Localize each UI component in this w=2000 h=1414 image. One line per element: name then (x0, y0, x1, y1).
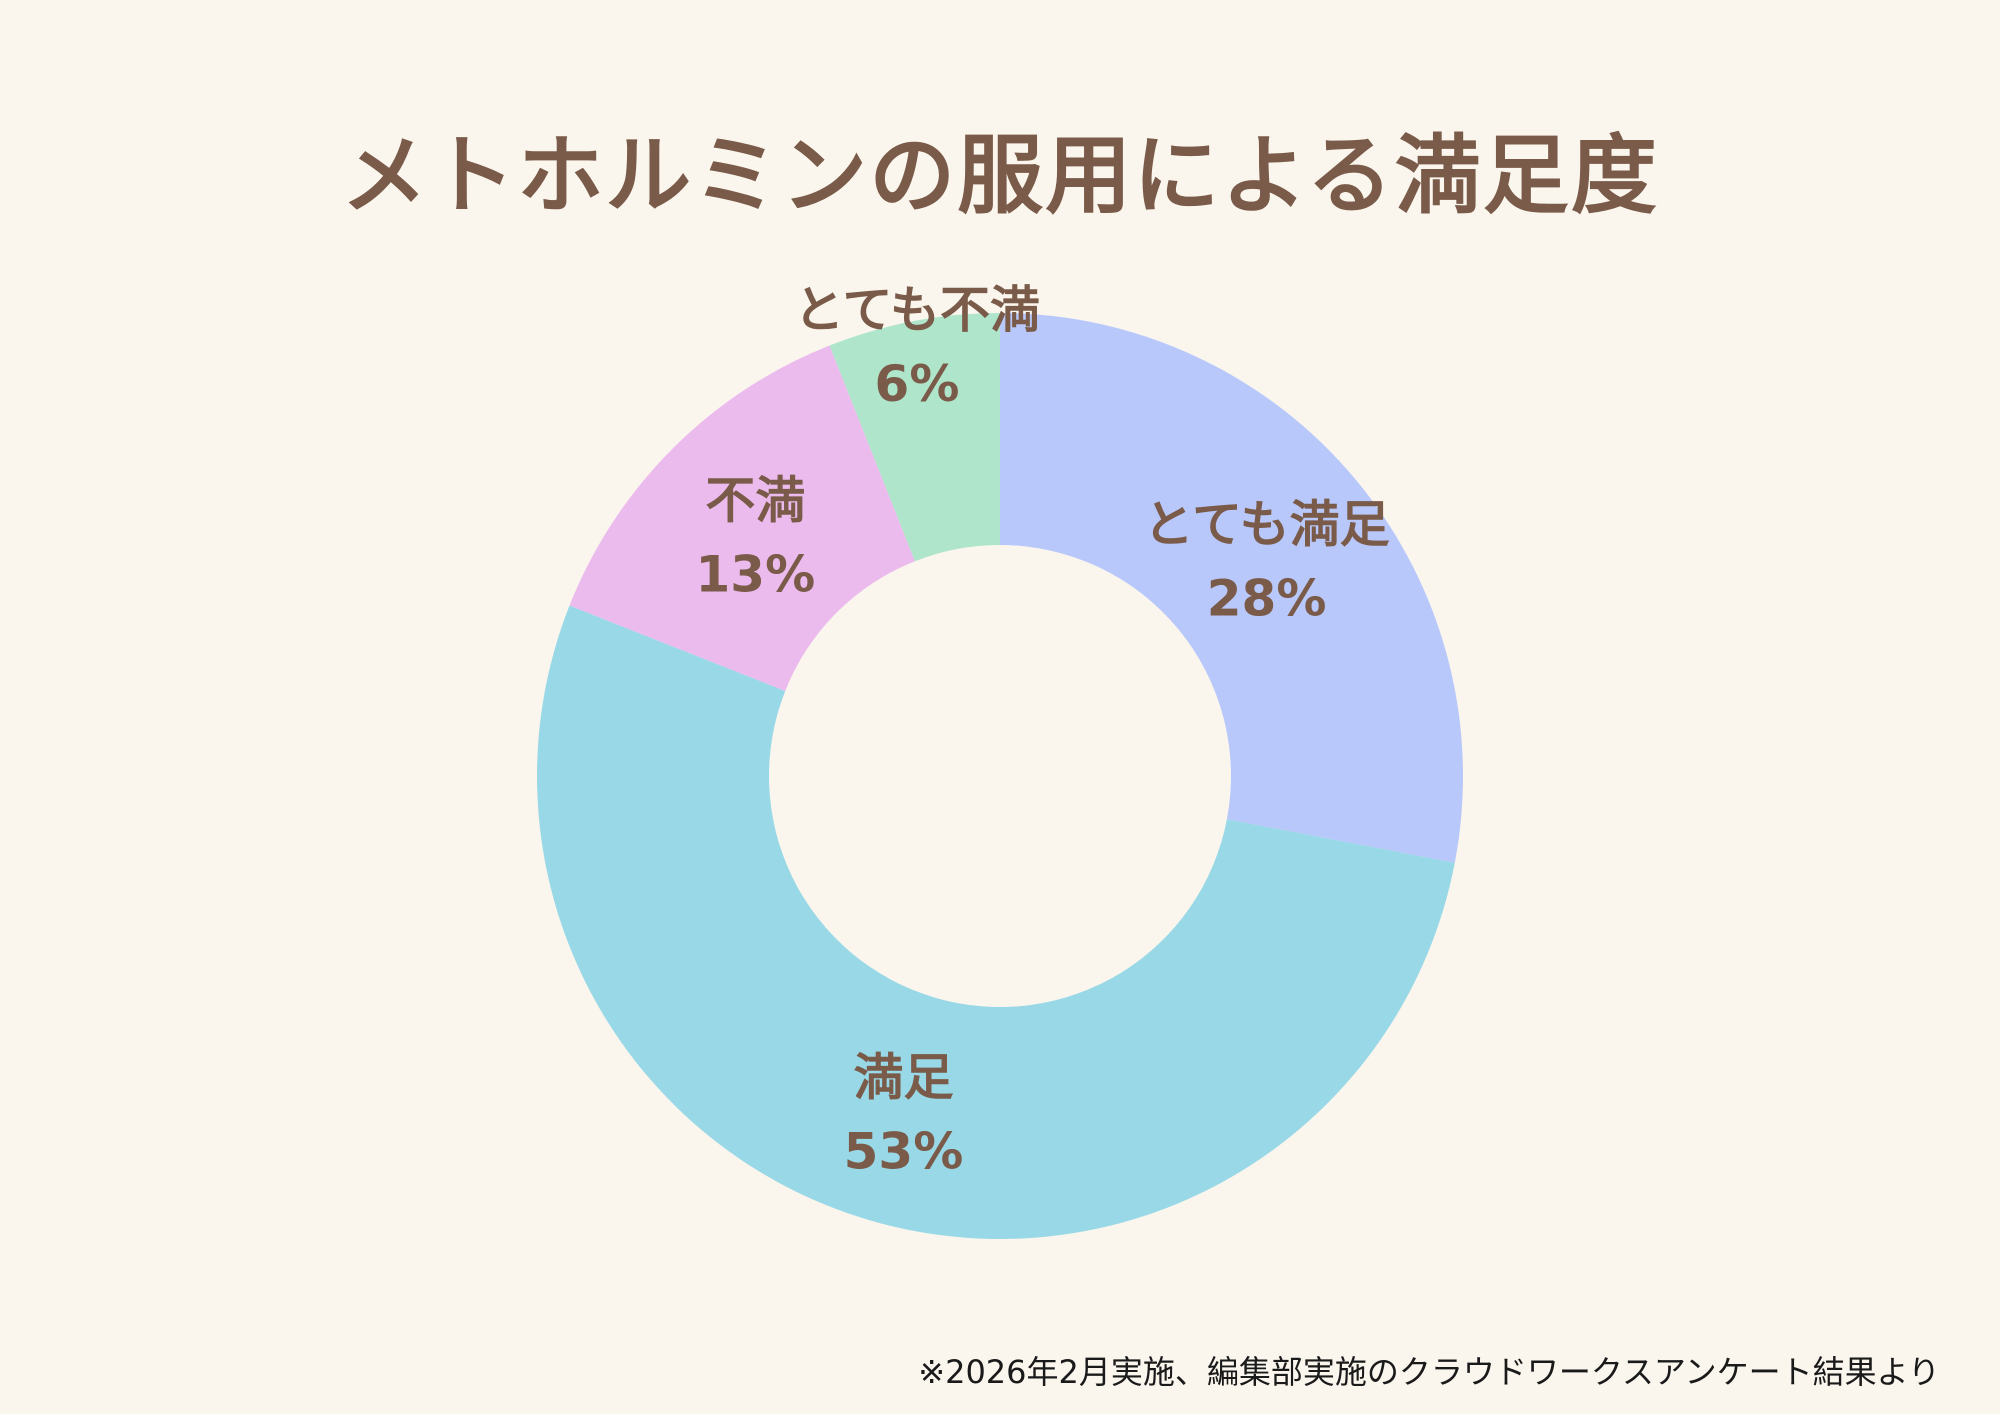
source-footnote: ※2026年2月実施、編集部実施のクラウドワークスアンケート結果より (918, 1353, 1940, 1391)
slice-value-1: 53% (844, 1122, 964, 1180)
slice-3 (829, 313, 1000, 562)
slice-1 (536, 605, 1455, 1240)
slice-value-0: 28% (1207, 569, 1327, 627)
slice-label-0: とても満足 (1144, 495, 1390, 553)
chart-title: メトホルミンの服用による満足度 (341, 126, 1659, 226)
slice-value-2: 13% (695, 545, 815, 603)
slice-value-3: 6% (875, 355, 960, 413)
slice-0 (1000, 313, 1463, 863)
slice-2 (569, 345, 915, 691)
slice-label-1: 満足 (853, 1048, 953, 1106)
slice-label-3: とても不満 (794, 281, 1040, 339)
slice-label-2: 不満 (705, 471, 805, 529)
